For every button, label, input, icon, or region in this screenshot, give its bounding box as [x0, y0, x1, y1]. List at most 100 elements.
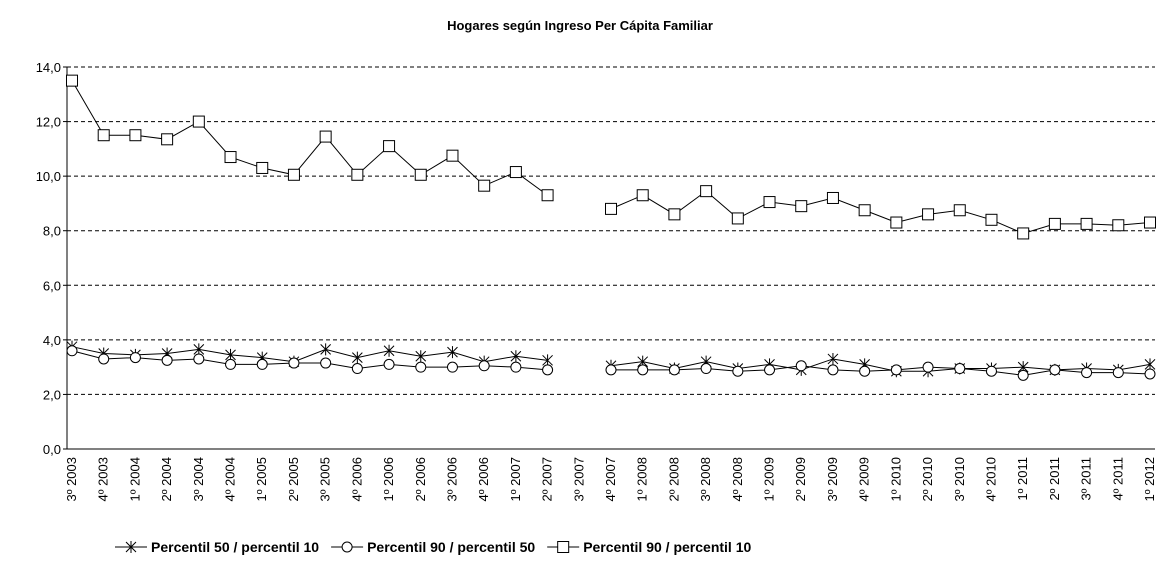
- marker: [922, 208, 935, 221]
- x-tick-label: 2º 2005: [286, 457, 301, 502]
- marker: [446, 361, 458, 373]
- marker: [129, 352, 141, 364]
- legend-label: Percentil 50 / percentil 10: [151, 539, 319, 555]
- marker: [1144, 368, 1156, 380]
- marker: [826, 191, 839, 204]
- x-tick-label: 3º 2010: [952, 457, 967, 502]
- marker: [827, 352, 839, 365]
- marker: [985, 365, 997, 377]
- x-tick-label: 2º 2008: [666, 457, 681, 502]
- marker: [731, 212, 744, 225]
- marker: [478, 179, 491, 192]
- marker: [351, 351, 363, 364]
- marker: [858, 204, 871, 217]
- marker: [129, 129, 142, 142]
- x-tick-label: 3º 2006: [444, 457, 459, 502]
- marker: [1049, 364, 1061, 376]
- y-tick-label: 4,0: [43, 333, 61, 348]
- x-tick-label: 3º 2005: [318, 457, 333, 502]
- x-tick-label: 2º 2010: [920, 457, 935, 502]
- x-tick-label: 2º 2004: [159, 457, 174, 502]
- x-tick-label: 4º 2010: [983, 457, 998, 502]
- marker: [161, 354, 173, 366]
- marker: [98, 353, 110, 365]
- marker: [1112, 367, 1124, 379]
- x-tick-label: 4º 2011: [1110, 457, 1125, 501]
- marker: [954, 363, 966, 375]
- marker: [827, 364, 839, 376]
- marker: [557, 541, 570, 553]
- marker: [795, 200, 808, 213]
- marker: [764, 364, 776, 376]
- marker: [1112, 219, 1125, 232]
- marker: [605, 202, 617, 215]
- marker: [256, 161, 269, 174]
- y-tick-label: 8,0: [43, 224, 61, 239]
- marker: [383, 140, 396, 153]
- marker: [700, 363, 712, 375]
- marker: [542, 364, 554, 376]
- marker: [288, 357, 300, 369]
- marker: [922, 361, 934, 373]
- x-tick-label: 3º 2009: [825, 457, 840, 502]
- x-tick-label: 4º 2006: [349, 457, 364, 502]
- x-tick-label: 3º 2008: [698, 457, 713, 502]
- marker: [224, 151, 237, 164]
- marker: [383, 344, 395, 357]
- marker: [256, 358, 268, 370]
- marker: [415, 350, 427, 363]
- x-tick-label: 4º 2008: [730, 457, 745, 502]
- x-tick-label: 1º 2010: [888, 457, 903, 502]
- marker: [542, 354, 553, 367]
- x-tick-label: 1º 2005: [254, 457, 269, 502]
- y-tick-label: 2,0: [43, 387, 61, 402]
- marker: [319, 130, 332, 143]
- marker: [478, 360, 490, 372]
- x-tick-label: 3º 2004: [191, 457, 206, 502]
- marker: [1144, 358, 1156, 371]
- y-tick-label: 0,0: [43, 442, 61, 457]
- x-tick-label: 2º 2011: [1047, 457, 1062, 501]
- marker: [125, 541, 137, 553]
- x-tick-label: 1º 2006: [381, 457, 396, 502]
- marker: [66, 74, 78, 87]
- marker: [510, 361, 522, 373]
- x-tick-label: 1º 2004: [127, 457, 142, 502]
- marker: [320, 343, 332, 356]
- marker: [287, 168, 300, 181]
- marker: [985, 213, 998, 226]
- marker: [447, 346, 458, 359]
- marker: [446, 149, 459, 162]
- marker: [225, 348, 236, 361]
- y-tick-label: 6,0: [43, 278, 61, 293]
- x-tick-label: 2º 2009: [793, 457, 808, 502]
- marker: [192, 115, 205, 128]
- marker: [193, 343, 205, 356]
- legend-label: Percentil 90 / percentil 10: [583, 539, 751, 555]
- marker: [953, 204, 966, 217]
- marker: [541, 189, 554, 202]
- marker: [1080, 217, 1093, 230]
- x-tick-label: 1º 2009: [762, 457, 777, 502]
- x-tick-label: 4º 2007: [603, 457, 618, 502]
- marker: [859, 365, 871, 377]
- x-tick-label: 3º 2007: [571, 457, 586, 502]
- marker: [510, 350, 522, 363]
- y-tick-label: 12,0: [36, 115, 61, 130]
- x-tick-label: 1º 2007: [508, 457, 523, 502]
- x-tick-label: 4º 2004: [223, 457, 238, 502]
- marker: [605, 364, 617, 376]
- marker: [763, 196, 776, 209]
- x-tick-label: 4º 2006: [476, 457, 491, 502]
- marker: [193, 353, 205, 365]
- marker: [636, 189, 649, 202]
- marker: [1017, 227, 1030, 240]
- x-tick-label: 4º 2009: [857, 457, 872, 502]
- marker: [890, 364, 902, 376]
- marker: [890, 216, 903, 229]
- marker: [1017, 369, 1029, 381]
- marker: [637, 364, 649, 376]
- x-tick-label: 1º 2008: [635, 457, 650, 502]
- x-tick-label: 3º 2011: [1079, 457, 1094, 501]
